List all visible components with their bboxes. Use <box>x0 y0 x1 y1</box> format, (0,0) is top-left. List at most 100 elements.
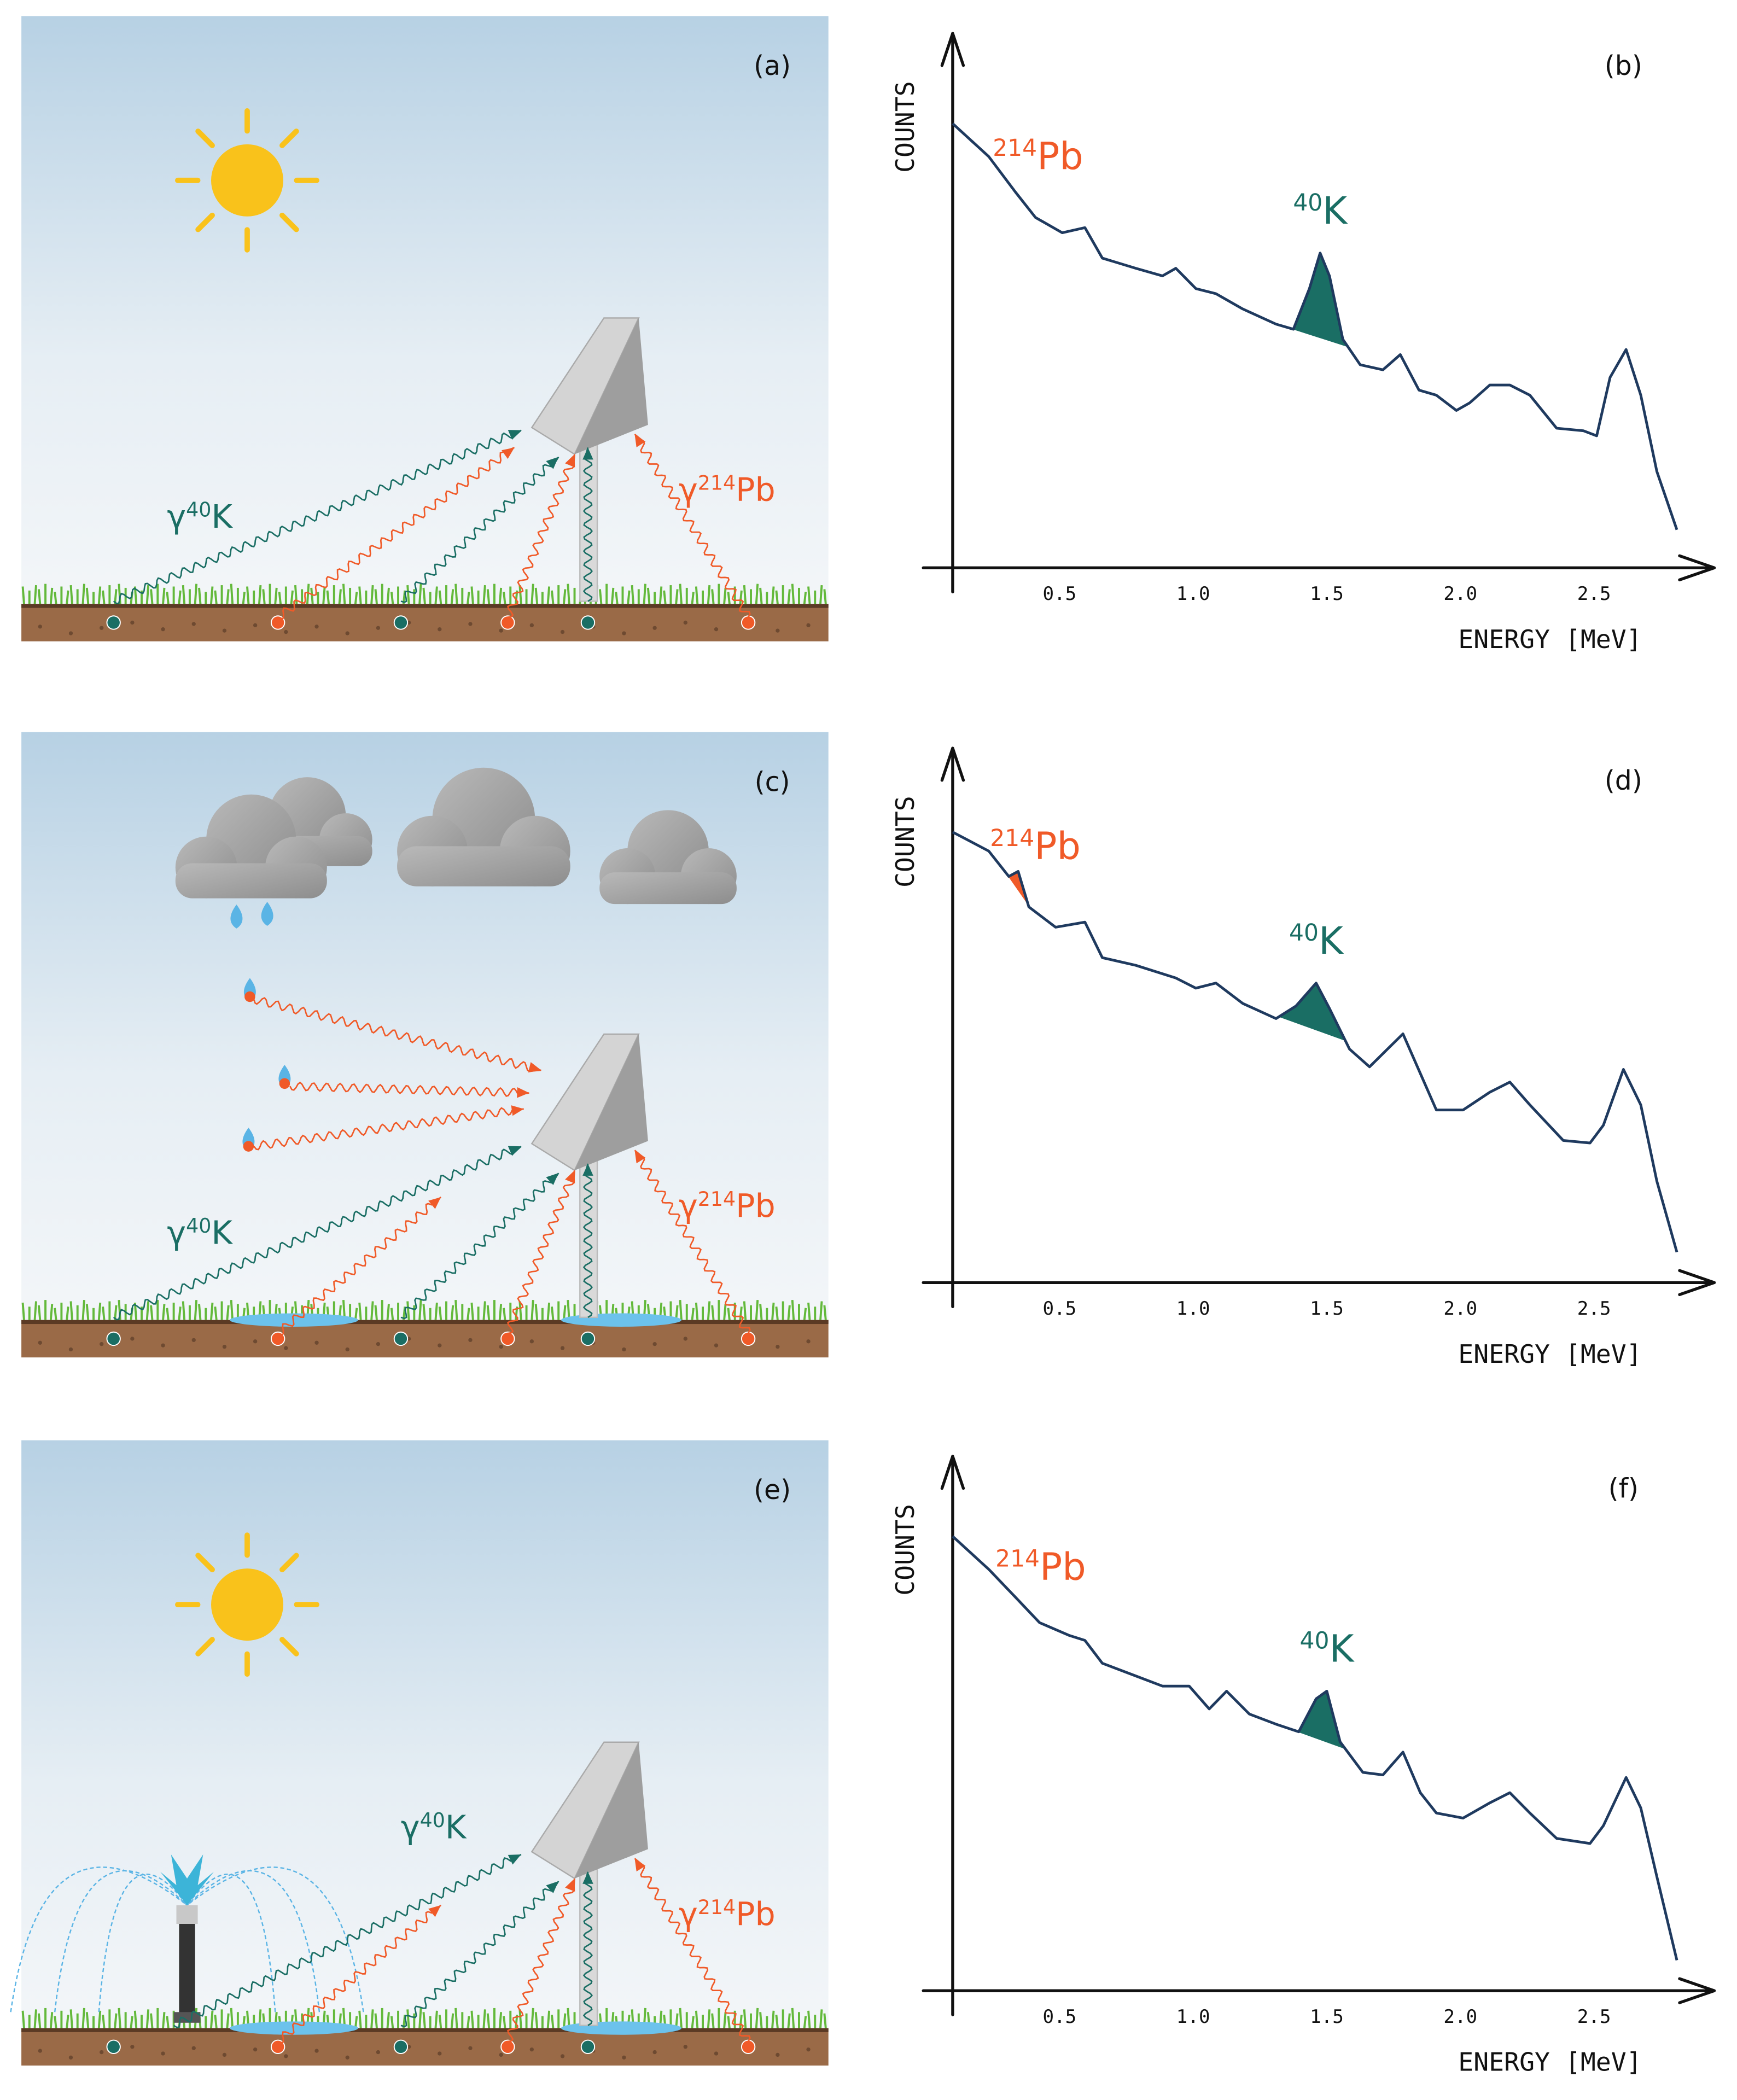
grass <box>755 1299 759 1320</box>
pebble <box>468 2046 473 2050</box>
pebble <box>438 2051 442 2056</box>
grass <box>97 586 102 604</box>
spectrum-line <box>952 831 1678 1253</box>
x-axis-label: ENERGY [MeV] <box>1458 625 1641 654</box>
grass <box>358 1302 362 1320</box>
element: Pb <box>1040 1545 1086 1589</box>
pebble <box>622 1347 626 1352</box>
x-tick-label: 2.5 <box>1577 2006 1611 2028</box>
grass <box>182 585 186 604</box>
arrow-head <box>634 1150 646 1164</box>
panel-label: (a) <box>754 50 791 81</box>
grass <box>531 2008 534 2028</box>
grass <box>679 2008 683 2028</box>
element: K <box>211 1214 233 1251</box>
grass <box>743 585 747 604</box>
detector-side <box>574 1742 648 1879</box>
grass <box>711 1305 715 1320</box>
gamma-ray <box>277 447 515 620</box>
grass <box>145 2009 150 2028</box>
x-tick-label: 2.0 <box>1443 1298 1477 1320</box>
grass <box>791 584 795 604</box>
grass <box>711 589 715 604</box>
grass <box>194 584 198 604</box>
grass <box>198 1304 202 1320</box>
element: K <box>445 1809 467 1846</box>
gamma-ray <box>400 456 559 603</box>
grass <box>102 1306 106 1320</box>
grass <box>563 2013 567 2028</box>
grass <box>81 584 85 604</box>
grass <box>358 586 362 604</box>
spectrum-line <box>952 1535 1678 1961</box>
pebble <box>529 623 534 628</box>
grass <box>226 2013 230 2028</box>
grass <box>133 2010 138 2028</box>
grass <box>627 590 631 604</box>
gamma-ray <box>253 1107 524 1151</box>
k40-source <box>393 1331 409 1346</box>
pebble <box>38 2049 42 2053</box>
grass <box>467 2016 470 2028</box>
pb214-source <box>741 1331 756 1346</box>
gamma-ray <box>634 433 751 618</box>
grass <box>434 1302 438 1320</box>
pebble <box>68 1347 73 1352</box>
grass <box>531 584 534 604</box>
sun-ray <box>195 1637 215 1656</box>
peak-label: 214Pb <box>993 135 1083 178</box>
grass <box>310 587 314 604</box>
arrow-head <box>528 1062 541 1073</box>
grass <box>791 2008 795 2028</box>
grass <box>759 1304 763 1320</box>
grass <box>691 592 695 604</box>
arrow-head <box>582 447 593 460</box>
pebble <box>560 629 565 634</box>
sprinkler-jet <box>160 1854 214 1905</box>
grass <box>679 584 683 604</box>
grass <box>54 592 57 604</box>
grass <box>646 587 651 604</box>
pebble <box>776 628 780 633</box>
grass <box>823 589 827 604</box>
k40-source <box>580 2039 596 2054</box>
x-tick-label: 0.5 <box>1042 583 1076 605</box>
cloud <box>599 810 737 905</box>
grass <box>707 585 711 604</box>
grass <box>422 2012 426 2028</box>
gamma-ray <box>400 1881 559 2028</box>
k40-source <box>106 1331 121 1346</box>
panel-label: (c) <box>755 766 790 797</box>
grass <box>498 1304 503 1320</box>
pebble <box>191 2046 196 2050</box>
arrow-head <box>502 447 515 459</box>
grass <box>278 592 282 604</box>
pebble <box>68 631 73 635</box>
grass <box>807 586 811 604</box>
mass-number: 214 <box>698 471 736 495</box>
grass <box>262 589 266 604</box>
mass-number: 40 <box>186 1214 211 1238</box>
pebble <box>161 2051 165 2056</box>
grass <box>486 589 491 604</box>
grass <box>102 590 106 604</box>
grass <box>551 1306 555 1320</box>
pebble <box>776 2052 780 2057</box>
grass <box>166 2016 170 2028</box>
grass <box>803 1308 807 1320</box>
grass <box>102 2014 106 2028</box>
gamma-ray <box>253 997 541 1072</box>
grass <box>534 587 539 604</box>
gamma-ray <box>277 1196 442 1335</box>
y-axis-label: COUNTS <box>890 1504 920 1596</box>
grass <box>546 586 551 604</box>
grass <box>290 590 294 604</box>
detector-front <box>531 1741 640 1880</box>
grass <box>807 2010 811 2028</box>
panel-label: (d) <box>1605 765 1642 796</box>
pebble <box>438 1343 442 1348</box>
arrow-head <box>565 454 575 468</box>
grass <box>470 1302 474 1320</box>
spray <box>186 1866 364 2012</box>
